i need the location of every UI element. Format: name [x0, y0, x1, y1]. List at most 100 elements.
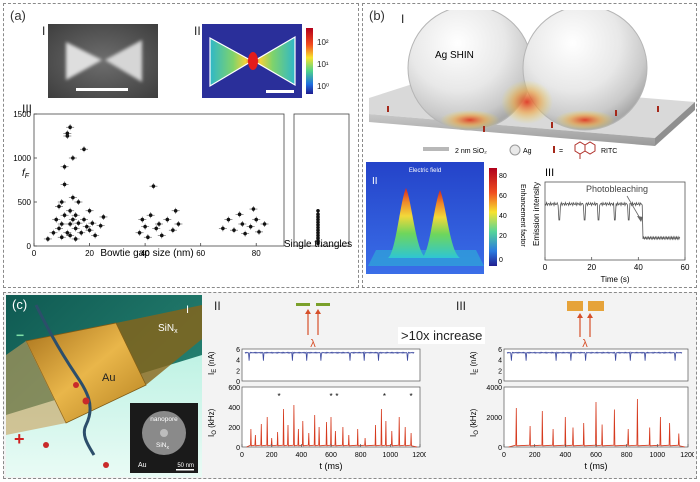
- ag-shin-spheres-illustration: Ag SHIN: [369, 10, 695, 146]
- scatter-axes: 0 500 1000 1500 0 20 40 60 80: [13, 110, 350, 258]
- panel-c: − + Au SiNx (c) I nanopore SiNx Au 50 nm…: [3, 292, 697, 479]
- data-point: [159, 233, 164, 238]
- io-tick-label: 400: [228, 405, 240, 412]
- thin-membrane-schematic: λ: [296, 303, 330, 349]
- single-triangle-point: [316, 215, 320, 219]
- data-point: [76, 200, 81, 204]
- data-point: [90, 221, 95, 225]
- time-xlabel: t (ms): [320, 461, 343, 471]
- data-point: [87, 228, 92, 232]
- single-triangle-point: [316, 231, 320, 235]
- y-tick-label: 0: [27, 242, 32, 251]
- panel-a-sub-III: III: [22, 102, 33, 116]
- data-point: [71, 217, 75, 222]
- scatter-points: [43, 124, 320, 246]
- trace-panel-III: 6 4 2 0 IE (nA) 4000 2000 0 IO (kHz) 0 200 400 600 80…: [469, 347, 694, 471]
- bowtie-sem-image: [48, 24, 158, 98]
- single-triangle-point: [316, 238, 320, 243]
- time-tick-label: 0: [543, 263, 548, 272]
- data-point: [157, 222, 161, 226]
- x-tick-label: 400: [559, 452, 571, 459]
- data-point: [101, 215, 106, 219]
- data-point: [248, 224, 253, 229]
- data-point: [154, 226, 159, 231]
- data-point: [59, 235, 64, 239]
- ie-tick-label: 0: [498, 379, 502, 386]
- x-tick-label: 800: [355, 452, 367, 459]
- data-point: [251, 207, 256, 211]
- data-point: [82, 147, 86, 151]
- ie-tick-label: 4: [236, 358, 240, 365]
- sinx-label: SiNx: [158, 323, 178, 335]
- data-point: [143, 224, 147, 229]
- emission-trace-line: [544, 201, 681, 241]
- y-tick-label: 500: [18, 198, 32, 207]
- data-point: [151, 184, 156, 188]
- single-frame: [293, 113, 350, 247]
- svg-text:RITC: RITC: [601, 148, 617, 155]
- x-tick-label: 40: [141, 249, 150, 258]
- single-triangle-point: [316, 220, 320, 225]
- ie-axes: [503, 348, 689, 382]
- x-tick-label: 0: [502, 452, 506, 459]
- svg-text:80: 80: [499, 173, 507, 180]
- data-point: [243, 231, 247, 236]
- single-triangle-point: [316, 212, 320, 217]
- data-point: [226, 217, 231, 222]
- svg-text:0: 0: [499, 257, 503, 264]
- single-triangles-label: Single triangles: [284, 239, 352, 250]
- svg-text:SiNx: SiNx: [156, 442, 169, 451]
- ie-tick-label: 2: [236, 368, 240, 375]
- data-point: [65, 131, 70, 136]
- event-marker: *: [410, 392, 413, 401]
- ie-ylabel: IE (nA): [469, 351, 480, 375]
- data-point: [82, 217, 86, 222]
- x-tick-label: 60: [196, 249, 205, 258]
- data-point: [84, 224, 89, 229]
- data-point: [221, 226, 225, 231]
- data-point: [79, 231, 84, 235]
- data-point: [51, 231, 56, 235]
- data-point: [57, 226, 61, 231]
- data-point: [59, 222, 64, 226]
- nanopore-illustration: − + Au SiNx (c) I nanopore SiNx Au 50 nm: [6, 295, 202, 477]
- data-point: [68, 209, 72, 213]
- colorbar-tick: 10⁰: [317, 82, 330, 91]
- data-point: [54, 217, 59, 222]
- svg-text:nanopore: nanopore: [150, 416, 178, 423]
- data-point: [257, 230, 261, 234]
- data-point: [165, 217, 170, 222]
- data-point: [93, 233, 97, 238]
- x-tick-label: 200: [529, 452, 541, 459]
- electric-field-3d-plot: Electric field II: [366, 162, 484, 274]
- panel-b-sub-III: III: [545, 167, 554, 179]
- plus-sign: +: [14, 429, 25, 449]
- svg-text:Ag: Ag: [523, 148, 532, 155]
- io-trace: [508, 398, 685, 448]
- single-triangle-point: [316, 217, 320, 222]
- x-tick-label: 1000: [650, 452, 666, 459]
- panel-b-sub-I: I: [401, 12, 405, 26]
- io-tick-label: 2000: [486, 415, 502, 422]
- emission-ylabel: Emission intensity: [532, 182, 541, 246]
- x-tick-label: 1000: [383, 452, 399, 459]
- ag-shin-label: Ag SHIN: [435, 50, 474, 61]
- io-tick-label: 200: [228, 425, 240, 432]
- data-point: [46, 237, 50, 241]
- data-point: [98, 223, 103, 228]
- panel-a-label: (a): [10, 8, 26, 23]
- data-point: [254, 217, 259, 222]
- colorbar-tick: 10²: [317, 38, 329, 47]
- panel-a-sub-II: II: [194, 24, 201, 38]
- svg-text:λ: λ: [582, 338, 588, 349]
- x-tick-label: 1200: [680, 452, 694, 459]
- panel-a: (a) I II III: [3, 3, 359, 288]
- x-axis-label: Bowtie gap size (nm): [100, 248, 193, 259]
- io-tick-label: 0: [236, 445, 240, 452]
- data-point: [137, 231, 142, 235]
- io-tick-label: 0: [498, 445, 502, 452]
- svg-text:20: 20: [499, 233, 507, 240]
- io-tick-label: 4000: [486, 385, 502, 392]
- svg-text:Enhancement factor: Enhancement factor: [519, 184, 526, 247]
